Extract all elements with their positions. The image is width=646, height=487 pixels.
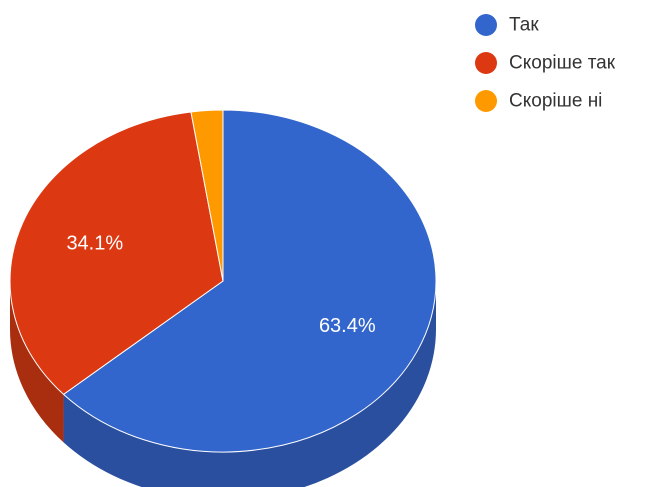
pie-slices: [9, 109, 437, 453]
legend-item-2[interactable]: Скоріше так: [475, 52, 616, 74]
legend-label: Скоріше так: [509, 53, 616, 74]
data-label-2: 34.1%: [66, 233, 123, 255]
legend-label: Скоріше ні: [509, 91, 602, 112]
pie-slice-3[interactable]: [190, 109, 224, 282]
pie-slice-1[interactable]: [63, 109, 437, 453]
data-label-1: 63.4%: [319, 315, 376, 337]
legend-swatch: [475, 90, 497, 112]
legend: Так Скоріше так Скоріше ні: [475, 14, 616, 112]
pie-side-1: [63, 281, 436, 487]
pie-data-labels: 63.4% 34.1%: [66, 233, 375, 337]
legend-label: Так: [509, 15, 539, 36]
legend-swatch: [475, 14, 497, 36]
legend-item-3[interactable]: Скоріше ні: [475, 90, 602, 112]
pie-slice-2[interactable]: [9, 111, 224, 395]
pie-3d-sides: [10, 281, 436, 487]
legend-swatch: [475, 52, 497, 74]
pie-side-2: [10, 281, 64, 443]
legend-item-1[interactable]: Так: [475, 14, 539, 36]
